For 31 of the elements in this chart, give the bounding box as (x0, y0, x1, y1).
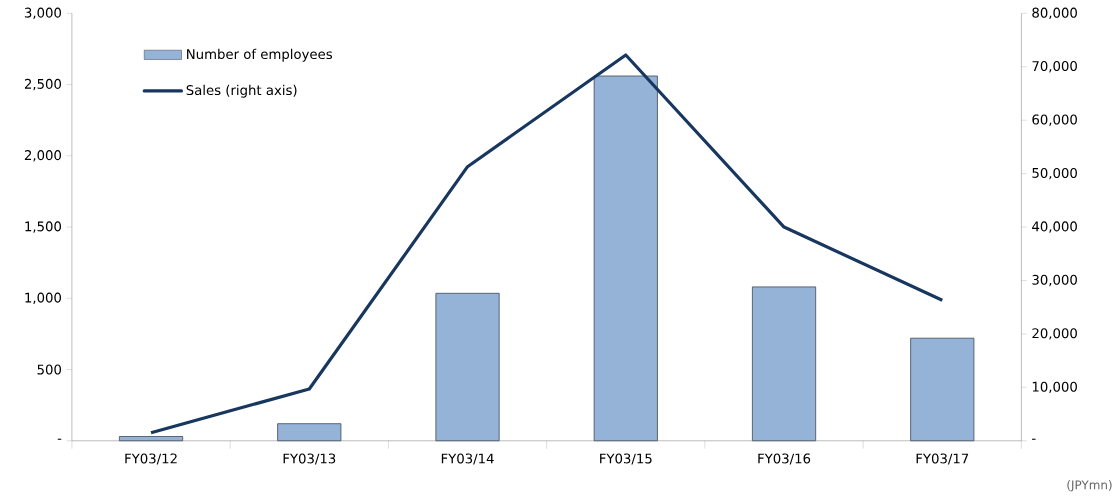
bar (277, 423, 342, 442)
x-tick-label: FY03/14 (441, 453, 494, 465)
y-tick-label: 2,000 (24, 150, 62, 162)
x-tick-label: FY03/13 (283, 453, 336, 465)
text: (JPYmn) (1067, 480, 1112, 492)
y2-tick-label: - (1032, 438, 1036, 440)
y-tick-label: - (57, 438, 62, 440)
y-tick-label: 2,500 (24, 78, 62, 91)
y-tick-label: 3,000 (24, 7, 62, 20)
x-tick-label: FY03/17 (916, 453, 969, 465)
bar (910, 337, 975, 442)
y2-tick-label: 30,000 (1032, 274, 1077, 287)
y2-tick-label: 60,000 (1032, 114, 1077, 126)
y-tick-label: 500 (37, 364, 62, 375)
x-tick-label: FY03/16 (758, 453, 811, 465)
bar (435, 292, 500, 442)
y2-tick-label: 50,000 (1032, 167, 1077, 180)
y2-tick-label: 40,000 (1032, 221, 1077, 233)
legend-label: Sales (right axis) (186, 84, 297, 98)
y2-tick-label: 10,000 (1032, 381, 1077, 394)
x-tick-label: FY03/15 (600, 453, 652, 465)
legend-label: Number of employees (187, 48, 333, 62)
bar (751, 286, 817, 442)
x-tick-label: FY03/12 (125, 453, 177, 465)
y-tick-label: 1,500 (25, 221, 62, 233)
y2-tick-label: 80,000 (1032, 7, 1077, 20)
bar (593, 75, 658, 442)
y2-tick-label: 70,000 (1032, 61, 1077, 73)
y2-tick-label: 20,000 (1032, 328, 1077, 340)
bar (118, 436, 184, 442)
y-tick-label: 1,000 (25, 292, 62, 304)
